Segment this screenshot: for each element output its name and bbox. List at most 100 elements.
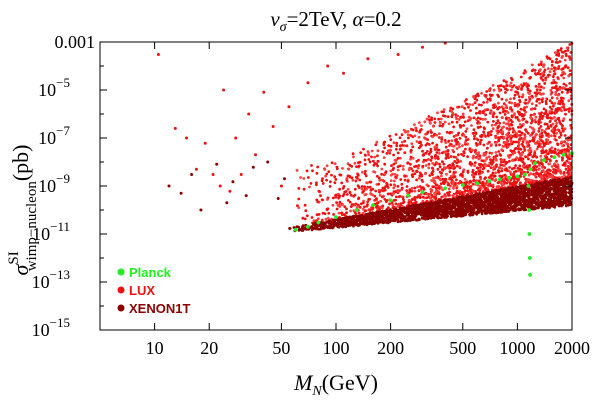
lux-point xyxy=(513,130,517,134)
lux-point xyxy=(421,153,425,157)
lux-point xyxy=(431,161,434,165)
lux-point xyxy=(367,153,371,157)
lux-point xyxy=(562,106,566,109)
lux-point xyxy=(512,149,516,153)
lux-point xyxy=(528,139,532,143)
lux-point xyxy=(491,177,494,181)
lux-point xyxy=(393,158,397,162)
lux-point xyxy=(228,189,232,193)
lux-point xyxy=(417,146,421,150)
title-alpha: α xyxy=(353,7,365,31)
lux-point xyxy=(505,140,509,144)
lux-point xyxy=(459,115,463,119)
lux-point xyxy=(563,65,567,68)
lux-point xyxy=(409,157,412,161)
lux-point xyxy=(529,108,533,111)
lux-point xyxy=(398,195,402,198)
lux-point xyxy=(554,119,557,122)
lux-point xyxy=(488,140,491,144)
lux-point xyxy=(451,164,454,168)
lux-point xyxy=(357,211,361,215)
lux-point xyxy=(513,147,517,151)
lux-point xyxy=(442,195,445,198)
lux-point xyxy=(346,174,350,178)
lux-point xyxy=(384,200,388,204)
lux-point xyxy=(447,122,451,126)
lux-point xyxy=(492,112,496,116)
lux-point xyxy=(394,198,397,202)
lux-point xyxy=(398,136,402,140)
lux-point xyxy=(502,102,506,105)
lux-point xyxy=(375,140,379,144)
lux-point xyxy=(550,155,553,158)
lux-point xyxy=(554,138,558,142)
xenon1t-point xyxy=(376,219,380,223)
lux-point xyxy=(513,135,517,138)
lux-point xyxy=(247,112,251,116)
xenon1t-point xyxy=(513,198,516,202)
lux-point xyxy=(400,182,404,186)
lux-point xyxy=(530,102,534,106)
lux-point xyxy=(558,88,562,91)
lux-point xyxy=(301,216,305,220)
lux-point xyxy=(424,164,428,167)
lux-point xyxy=(494,171,498,175)
lux-point xyxy=(494,143,498,147)
lux-point xyxy=(305,169,309,173)
lux-point xyxy=(556,61,559,64)
lux-point xyxy=(524,102,527,105)
xenon1t-point xyxy=(360,214,363,218)
xenon1t-point xyxy=(505,205,509,209)
lux-point xyxy=(552,168,555,171)
xenon1t-point xyxy=(565,201,568,204)
lux-point xyxy=(568,43,572,46)
xenon1t-point xyxy=(464,213,467,217)
xenon1t-point xyxy=(444,205,448,209)
lux-point xyxy=(524,128,527,132)
lux-point xyxy=(353,193,357,197)
xenon1t-point xyxy=(509,190,513,193)
lux-point xyxy=(480,135,483,139)
lux-point xyxy=(526,170,530,174)
lux-point xyxy=(550,108,554,111)
lux-point xyxy=(491,115,495,119)
lux-point xyxy=(435,133,439,137)
lux-point xyxy=(561,102,565,106)
lux-point xyxy=(452,135,456,138)
lux-point xyxy=(553,51,557,54)
lux-point xyxy=(516,166,520,170)
lux-point xyxy=(521,84,524,88)
lux-point xyxy=(565,159,569,163)
xenon1t-point xyxy=(453,204,457,208)
lux-point xyxy=(563,127,567,131)
lux-point xyxy=(328,185,332,188)
lux-point xyxy=(557,67,560,70)
lux-point xyxy=(535,88,539,91)
lux-point xyxy=(353,187,357,191)
lux-point xyxy=(492,103,495,107)
lux-point xyxy=(564,49,567,53)
lux-point xyxy=(505,137,509,141)
lux-point xyxy=(434,193,437,197)
lux-point xyxy=(495,121,498,125)
lux-point xyxy=(507,116,511,120)
lux-point xyxy=(527,149,530,152)
xenon1t-point xyxy=(555,186,558,190)
lux-point xyxy=(508,101,511,104)
lux-point xyxy=(325,172,329,176)
xenon1t-point xyxy=(533,189,537,193)
lux-point xyxy=(496,119,500,123)
lux-point xyxy=(477,126,480,129)
lux-point xyxy=(533,135,537,139)
xenon1t-point xyxy=(552,205,556,208)
lux-point xyxy=(550,81,554,85)
lux-point xyxy=(427,118,431,122)
lux-point xyxy=(502,180,506,184)
lux-point xyxy=(472,154,475,158)
lux-point xyxy=(499,131,503,134)
xenon1t-point xyxy=(337,225,341,229)
lux-point xyxy=(465,102,469,106)
lux-point xyxy=(554,90,558,94)
xenon1t-point xyxy=(320,221,324,225)
lux-point xyxy=(510,101,513,105)
